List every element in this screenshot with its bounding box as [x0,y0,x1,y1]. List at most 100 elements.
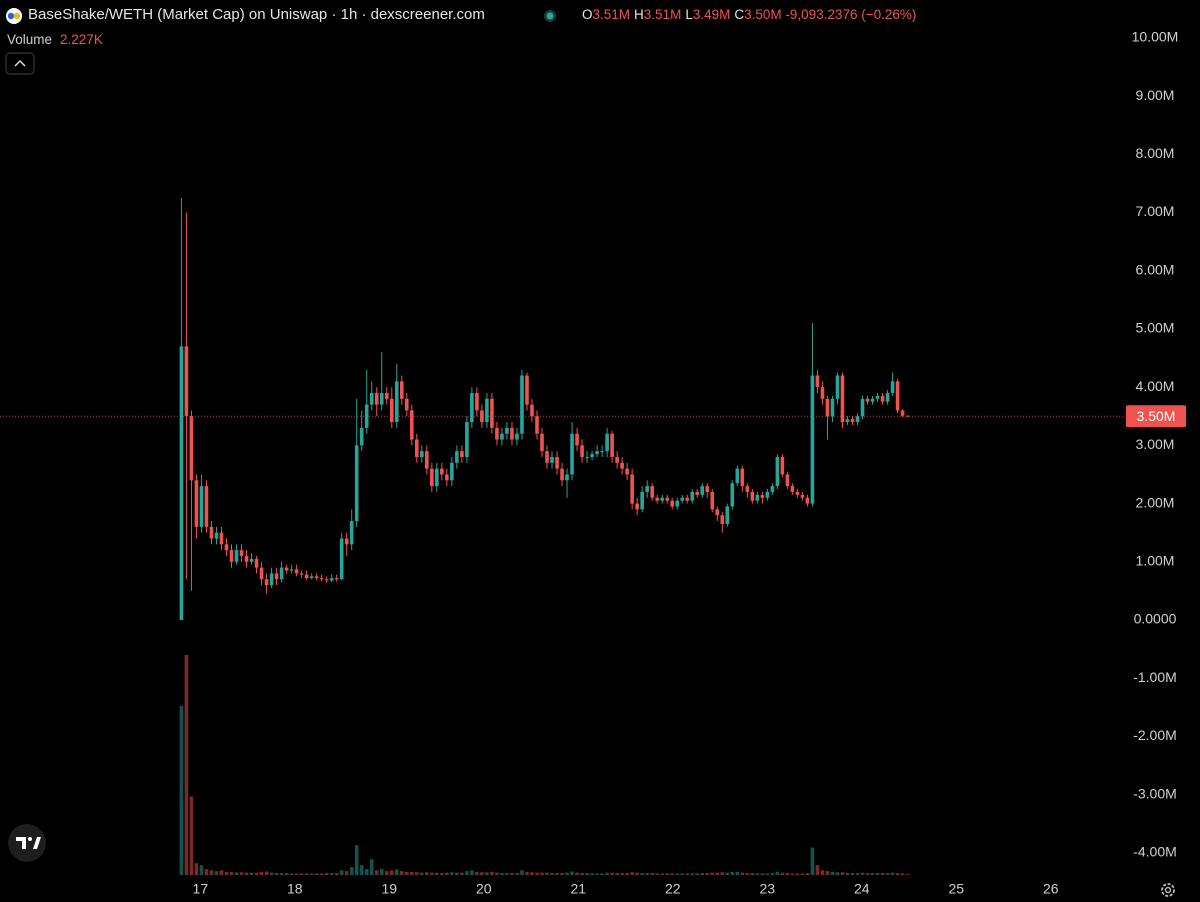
y-tick-label: 1.00M [1136,552,1175,568]
volume-bar [755,873,760,875]
candle-body [610,433,614,458]
candle-body [665,497,670,501]
volume-bar [735,871,740,875]
volume-bar [384,871,389,875]
candle-body [905,415,910,417]
volume-bar [765,873,770,875]
candle-body [855,416,860,423]
candle-body [520,375,524,434]
volume-bar [425,872,429,875]
volume-bar [435,872,439,875]
candle-body [885,392,890,402]
candle-body [460,451,464,458]
volume-bar [344,871,349,875]
candle-body [490,398,494,428]
candle-body [565,474,569,481]
volume-bar [570,871,574,875]
volume-bar [885,873,890,875]
tradingview-logo[interactable] [8,824,46,862]
volume-bar [284,873,289,875]
volume-value: 2.227K [60,32,103,47]
candle-body [399,381,404,399]
volume-bar [299,873,304,875]
volume-bar [520,870,524,875]
candle-body [620,462,624,469]
candle-body [384,392,389,399]
volume-bar [705,873,710,875]
volume-bar [254,872,259,875]
candle-body [895,381,900,411]
volume-bar [450,872,454,875]
volume-bar [745,873,750,875]
volume-bar [800,873,805,875]
volume-bar [740,872,745,875]
candle-body [820,387,825,399]
y-tick-label: -1.00M [1133,669,1177,685]
collapse-button[interactable] [5,52,35,75]
volume-bar [840,872,845,875]
x-tick-label: 19 [382,881,398,897]
x-tick-label: 18 [287,881,303,897]
candle-body [420,451,424,458]
candle-body [845,419,850,423]
volume-bar [730,871,735,875]
candle-body [595,451,599,455]
volume-bar [575,872,579,875]
candle-body [640,491,644,510]
candle-body [590,454,594,458]
candle-body [394,381,399,423]
settings-button[interactable] [1161,883,1175,897]
volume-bar [184,655,189,875]
volume-legend: Volume 2.227K [7,32,103,47]
candle-body [475,392,479,411]
candle-body [324,579,329,581]
volume-bar [645,873,649,875]
volume-bar [865,873,870,875]
candle-body [294,569,299,574]
x-tick-label: 26 [1043,881,1059,897]
y-tick-label: 10.00M [1132,29,1179,45]
candle-body [505,427,509,434]
volume-bar [770,873,775,875]
candle-body [339,538,344,580]
volume-bar [630,872,634,875]
candle-body [860,398,865,417]
volume-bar [214,871,219,875]
candle-body [700,486,705,495]
volume-bar [364,869,369,875]
candle-body [720,515,725,524]
candle-body [495,427,499,440]
y-tick-label: 5.00M [1136,320,1175,336]
status-dot [546,12,554,20]
volume-bar [785,873,790,875]
volume-bar [680,873,685,875]
volume-bar [635,872,639,875]
candle-body [605,433,609,452]
volume-bar [289,873,294,875]
volume-bar [404,871,409,875]
y-tick-label: 3.00M [1136,436,1175,452]
volume-bar [239,872,244,875]
volume-bar [610,872,614,875]
volume-bar [379,869,384,875]
volume-bar [274,873,279,875]
volume-bar [329,873,334,875]
volume-bar [725,872,730,875]
candle-body [279,567,284,580]
volume-bar [850,873,855,875]
volume-bar [460,872,464,875]
volume-bar [189,796,194,875]
candle-body [219,532,224,545]
candle-body [615,457,619,463]
volume-bar [600,873,604,875]
candle-body [224,544,229,551]
volume-bar [354,845,359,875]
volume-bar [560,873,564,875]
candle-body [775,457,780,487]
volume-bar [540,872,544,875]
volume-bar [620,873,624,875]
candle-body [555,457,559,469]
candle-body [229,550,234,562]
